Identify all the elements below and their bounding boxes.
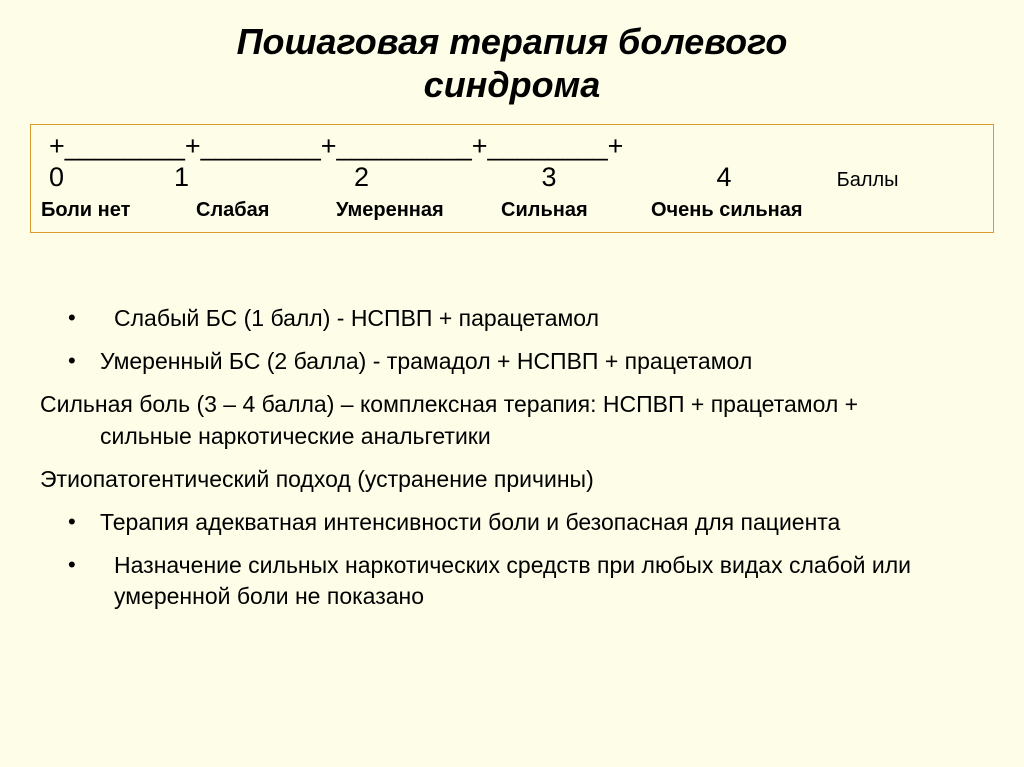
scale-num-0: 0: [49, 162, 89, 193]
title-line-2: синдрома: [424, 64, 601, 105]
list-item: Умеренный БС (2 балла) - трамадол + НСПВ…: [100, 346, 954, 377]
scale-num-4: 4: [649, 162, 799, 193]
scale-num-1: 1: [97, 162, 267, 193]
content-list: Слабый БС (1 балл) - НСПВП + парацетамол…: [30, 303, 994, 611]
scale-plusline: +________+________+_________+________+: [41, 131, 983, 162]
list-item: Сильная боль (3 – 4 балла) – комплексная…: [40, 389, 954, 451]
scale-unit-label: Баллы: [837, 169, 899, 191]
scale-desc-4: Очень сильная: [651, 199, 803, 222]
scale-descriptors-row: Боли нет Слабая Умеренная Сильная Очень …: [41, 193, 983, 222]
title-line-1: Пошаговая терапия болевого: [237, 21, 788, 62]
slide: Пошаговая терапия болевого синдрома +___…: [0, 0, 1024, 644]
scale-numbers-row: 0 1 2 3 4 Баллы: [41, 162, 983, 193]
scale-num-3: 3: [457, 162, 642, 193]
list-item: Терапия адекватная интенсивности боли и …: [100, 507, 954, 538]
scale-desc-0: Боли нет: [41, 199, 196, 222]
page-title: Пошаговая терапия болевого синдрома: [30, 20, 994, 106]
list-item: Слабый БС (1 балл) - НСПВП + парацетамол: [100, 303, 954, 334]
scale-num-2: 2: [274, 162, 449, 193]
pain-scale-box: +________+________+_________+________+ 0…: [30, 124, 994, 233]
scale-desc-2: Умеренная: [336, 199, 501, 222]
list-item: Назначение сильных наркотических средств…: [100, 550, 954, 612]
scale-desc-3: Сильная: [501, 199, 651, 222]
list-item: Этиопатогентический подход (устранение п…: [40, 464, 954, 495]
scale-desc-1: Слабая: [196, 199, 336, 222]
